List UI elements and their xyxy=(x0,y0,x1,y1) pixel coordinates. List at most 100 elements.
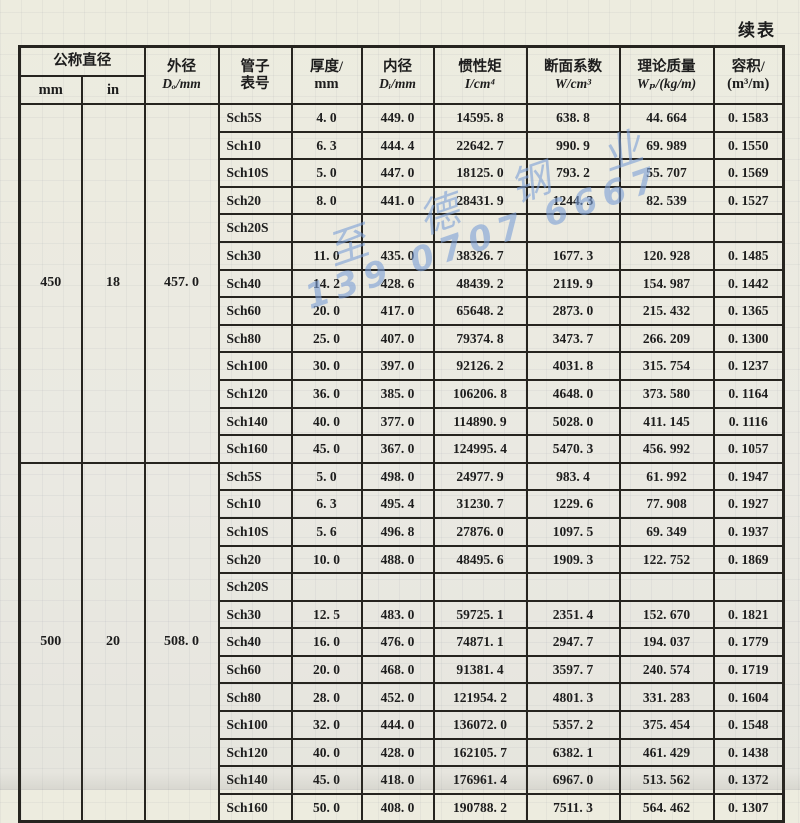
cell-value: 16. 0 xyxy=(290,627,363,657)
cell-schedule: Sch40 xyxy=(217,627,293,657)
continued-table-label: 续表 xyxy=(738,21,776,40)
header-outer-diameter: 外径 Dₒ/mm xyxy=(143,45,220,105)
table-row: Sch120 36. 0 385. 0 106206. 8 4648. 0 373. 58… xyxy=(20,378,785,409)
cell-value: 36. 0 xyxy=(290,378,363,409)
header-section-modulus: 断面系数 W/cm³ xyxy=(525,45,621,105)
cell-value: 2873. 0 xyxy=(525,296,621,326)
cell-value: 215. 432 xyxy=(618,296,715,326)
cell-schedule: Sch100 xyxy=(217,351,293,381)
cell-value: 121954. 2 xyxy=(432,682,528,713)
cell-value: 315. 754 xyxy=(618,351,715,381)
cell-value: 2351. 4 xyxy=(525,599,621,630)
header-nominal-diameter: 公称直径 xyxy=(18,45,146,77)
cell-value: 6. 3 xyxy=(290,130,363,161)
cell-value: 92126. 2 xyxy=(432,351,528,381)
cell-schedule: Sch120 xyxy=(217,737,293,768)
cell-value: 983. 4 xyxy=(525,461,621,492)
cell-schedule: Sch100 xyxy=(217,710,293,740)
cell-value: 2119. 9 xyxy=(525,268,621,299)
table-row: 450 18 457. 0 Sch5S 4. 0 449. 0 14595. 8 638. 8… xyxy=(18,103,785,464)
cell-value: 240. 574 xyxy=(618,654,715,685)
cell-value: 48495. 6 xyxy=(432,544,528,575)
cell-value: 14595. 8 xyxy=(432,103,528,133)
cell-nominal-in: 20 xyxy=(80,461,146,823)
cell-value: 1097. 5 xyxy=(525,516,621,547)
cell-value: 4648. 0 xyxy=(525,378,621,409)
cell-value: 32. 0 xyxy=(290,710,363,740)
header-volume: 容积/ (m³/m) xyxy=(712,45,785,105)
header-thickness-unit: mm xyxy=(314,75,339,92)
cell-schedule: Sch20 xyxy=(217,544,293,575)
cell-value: 69. 989 xyxy=(618,130,715,161)
cell-value xyxy=(712,572,785,602)
cell-value: 40. 0 xyxy=(290,406,363,437)
table-row: Sch80 25. 0 407. 0 79374. 8 3473. 7 266. 209 0… xyxy=(20,323,785,354)
cell-value: 2947. 7 xyxy=(525,627,621,657)
table-row: Sch120 40. 0 428. 0 162105. 7 6382. 1 461. 42… xyxy=(20,737,785,768)
cell-nominal-mm: 450 xyxy=(18,103,83,464)
cell-value: 0. 1947 xyxy=(712,461,785,492)
header-inertia: 惯性矩 I/cm⁴ xyxy=(432,45,528,105)
cell-value: 14. 2 xyxy=(290,268,363,299)
table-row: Sch30 12. 5 483. 0 59725. 1 2351. 4 152. 670 0… xyxy=(20,599,785,630)
cell-value: 22642. 7 xyxy=(432,130,528,161)
cell-value: 48439. 2 xyxy=(432,268,528,299)
cell-value: 417. 0 xyxy=(360,296,435,326)
cell-value: 61. 992 xyxy=(618,461,715,492)
cell-value: 28. 0 xyxy=(290,682,363,713)
cell-value: 0. 1365 xyxy=(712,296,785,326)
table-row: Sch30 11. 0 435. 0 38326. 7 1677. 3 120. 928 0… xyxy=(20,240,785,271)
cell-value: 20. 0 xyxy=(290,654,363,685)
cell-value: 793. 2 xyxy=(525,158,621,188)
cell-value: 476. 0 xyxy=(360,627,435,657)
cell-value: 1909. 3 xyxy=(525,544,621,575)
cell-value: 0. 1116 xyxy=(712,406,785,437)
cell-value: 5. 0 xyxy=(290,461,363,492)
cell-value: 6382. 1 xyxy=(525,737,621,768)
cell-value: 3597. 7 xyxy=(525,654,621,685)
cell-schedule: Sch160 xyxy=(217,434,293,464)
header-section-modulus-symbol: W/cm³ xyxy=(554,76,592,92)
cell-value: 5028. 0 xyxy=(525,406,621,437)
cell-value: 190788. 2 xyxy=(432,792,528,823)
cell-value: 0. 1527 xyxy=(712,185,785,216)
cell-value: 74871. 1 xyxy=(432,627,528,657)
cell-value: 0. 1438 xyxy=(712,737,785,768)
cell-value xyxy=(360,572,435,602)
cell-value: 0. 1604 xyxy=(712,682,785,713)
cell-value: 5. 6 xyxy=(290,516,363,547)
cell-value: 638. 8 xyxy=(525,103,621,133)
cell-value: 77. 908 xyxy=(618,489,715,519)
cell-value: 0. 1307 xyxy=(712,792,785,823)
cell-value: 12. 5 xyxy=(290,599,363,630)
cell-nominal-mm: 500 xyxy=(18,461,83,823)
table-row: Sch10 6. 3 444. 4 22642. 7 990. 9 69. 989 0. 1… xyxy=(20,130,785,161)
table-row: Sch10S 5. 0 447. 0 18125. 0 793. 2 55. 707 0. … xyxy=(20,158,785,188)
header-inner-diameter: 内径 Dᵢ/mm xyxy=(360,45,435,105)
cell-schedule: Sch10 xyxy=(217,130,293,161)
cell-schedule: Sch80 xyxy=(217,323,293,354)
table-body: 450 18 457. 0 Sch5S 4. 0 449. 0 14595. 8 638. 8… xyxy=(18,103,785,823)
cell-schedule: Sch40 xyxy=(217,268,293,299)
cell-value: 6. 3 xyxy=(290,489,363,519)
header-outer-diameter-symbol: Dₒ/mm xyxy=(162,76,201,92)
cell-schedule: Sch10 xyxy=(217,489,293,519)
cell-value xyxy=(712,213,785,243)
cell-value: 1677. 3 xyxy=(525,240,621,271)
cell-value xyxy=(360,213,435,243)
cell-value: 4801. 3 xyxy=(525,682,621,713)
cell-value: 990. 9 xyxy=(525,130,621,161)
table-row: Sch20 10. 0 488. 0 48495. 6 1909. 3 122. 752 0… xyxy=(20,544,785,575)
cell-value: 0. 1057 xyxy=(712,434,785,464)
cell-value: 331. 283 xyxy=(618,682,715,713)
header-thickness-label: 厚度/ xyxy=(309,58,344,75)
table-row: Sch140 40. 0 377. 0 114890. 9 5028. 0 411. 14… xyxy=(20,406,785,437)
table-row: 500 20 508. 0 Sch5S 5. 0 498. 0 24977. 9 983. 4… xyxy=(18,461,785,823)
header-theoretical-mass-symbol: Wₚ/(kg/m) xyxy=(636,76,697,92)
cell-outer-diameter: 508. 0 xyxy=(143,461,220,823)
cell-value: 82. 539 xyxy=(618,185,715,216)
header-schedule-line1: 管子 xyxy=(240,58,270,75)
cell-value: 0. 1779 xyxy=(712,627,785,657)
cell-value: 30. 0 xyxy=(290,351,363,381)
cell-value: 456. 992 xyxy=(618,434,715,464)
